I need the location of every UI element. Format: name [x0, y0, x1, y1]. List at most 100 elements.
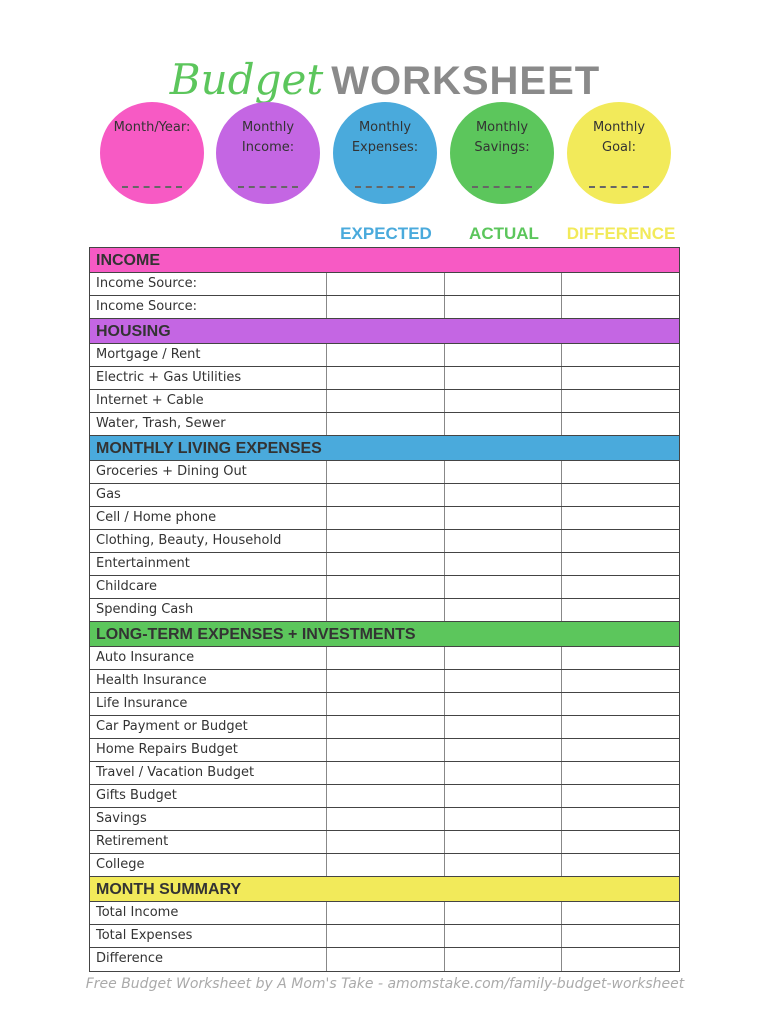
difference-cell[interactable] — [561, 296, 679, 318]
expected-cell[interactable] — [326, 762, 444, 784]
actual-cell[interactable] — [443, 390, 562, 412]
table-row: Cell / Home phone — [90, 507, 679, 530]
expected-cell[interactable] — [326, 507, 444, 529]
actual-cell[interactable] — [443, 716, 562, 738]
expected-cell[interactable] — [326, 925, 444, 947]
difference-cell[interactable] — [561, 762, 679, 784]
actual-cell[interactable] — [443, 273, 562, 295]
actual-cell[interactable] — [443, 831, 562, 853]
actual-cell[interactable] — [443, 484, 562, 506]
expected-cell[interactable] — [326, 716, 444, 738]
actual-cell[interactable] — [443, 367, 562, 389]
difference-cell[interactable] — [561, 831, 679, 853]
expected-cell[interactable] — [326, 461, 444, 483]
actual-cell[interactable] — [443, 948, 562, 971]
difference-cell[interactable] — [561, 739, 679, 761]
expected-cell[interactable] — [326, 785, 444, 807]
actual-cell[interactable] — [443, 507, 562, 529]
expected-cell[interactable] — [326, 854, 444, 876]
difference-cell[interactable] — [561, 670, 679, 692]
row-label: Internet + Cable — [96, 393, 204, 408]
actual-cell[interactable] — [443, 344, 562, 366]
column-header-difference: DIFFERENCE — [566, 224, 676, 243]
difference-cell[interactable] — [561, 599, 679, 621]
difference-cell[interactable] — [561, 785, 679, 807]
expected-cell[interactable] — [326, 296, 444, 318]
table-row: Electric + Gas Utilities — [90, 367, 679, 390]
actual-cell[interactable] — [443, 413, 562, 435]
fill-in-line[interactable] — [122, 186, 182, 188]
actual-cell[interactable] — [443, 785, 562, 807]
table-row: Internet + Cable — [90, 390, 679, 413]
expected-cell[interactable] — [326, 647, 444, 669]
expected-cell[interactable] — [326, 413, 444, 435]
expected-cell[interactable] — [326, 693, 444, 715]
fill-in-line[interactable] — [472, 186, 532, 188]
difference-cell[interactable] — [561, 530, 679, 552]
actual-cell[interactable] — [443, 808, 562, 830]
expected-cell[interactable] — [326, 530, 444, 552]
difference-cell[interactable] — [561, 808, 679, 830]
actual-cell[interactable] — [443, 739, 562, 761]
expected-cell[interactable] — [326, 273, 444, 295]
difference-cell[interactable] — [561, 507, 679, 529]
actual-cell[interactable] — [443, 599, 562, 621]
difference-cell[interactable] — [561, 925, 679, 947]
table-row: Clothing, Beauty, Household — [90, 530, 679, 553]
expected-cell[interactable] — [326, 670, 444, 692]
actual-cell[interactable] — [443, 647, 562, 669]
actual-cell[interactable] — [443, 296, 562, 318]
difference-cell[interactable] — [561, 693, 679, 715]
table-row: Health Insurance — [90, 670, 679, 693]
difference-cell[interactable] — [561, 553, 679, 575]
difference-cell[interactable] — [561, 576, 679, 598]
actual-cell[interactable] — [443, 902, 562, 924]
expected-cell[interactable] — [326, 390, 444, 412]
fill-in-line[interactable] — [355, 186, 415, 188]
difference-cell[interactable] — [561, 367, 679, 389]
difference-cell[interactable] — [561, 413, 679, 435]
fill-in-line[interactable] — [589, 186, 649, 188]
summary-circle: Monthly Expenses: — [333, 102, 437, 204]
expected-cell[interactable] — [326, 599, 444, 621]
table-row: Total Income — [90, 902, 679, 925]
section-header: INCOME — [90, 248, 679, 273]
difference-cell[interactable] — [561, 344, 679, 366]
table-row: Home Repairs Budget — [90, 739, 679, 762]
expected-cell[interactable] — [326, 553, 444, 575]
fill-in-line[interactable] — [238, 186, 298, 188]
expected-cell[interactable] — [326, 948, 444, 971]
row-label: Gas — [96, 487, 121, 502]
expected-cell[interactable] — [326, 831, 444, 853]
expected-cell[interactable] — [326, 484, 444, 506]
row-label: Retirement — [96, 834, 169, 849]
difference-cell[interactable] — [561, 390, 679, 412]
difference-cell[interactable] — [561, 484, 679, 506]
difference-cell[interactable] — [561, 273, 679, 295]
actual-cell[interactable] — [443, 553, 562, 575]
row-label: Income Source: — [96, 276, 197, 291]
expected-cell[interactable] — [326, 902, 444, 924]
actual-cell[interactable] — [443, 530, 562, 552]
actual-cell[interactable] — [443, 576, 562, 598]
difference-cell[interactable] — [561, 854, 679, 876]
row-label: Difference — [96, 951, 164, 966]
difference-cell[interactable] — [561, 716, 679, 738]
expected-cell[interactable] — [326, 344, 444, 366]
actual-cell[interactable] — [443, 670, 562, 692]
actual-cell[interactable] — [443, 693, 562, 715]
row-label: Groceries + Dining Out — [96, 464, 247, 479]
expected-cell[interactable] — [326, 367, 444, 389]
expected-cell[interactable] — [326, 808, 444, 830]
expected-cell[interactable] — [326, 576, 444, 598]
difference-cell[interactable] — [561, 948, 679, 971]
difference-cell[interactable] — [561, 902, 679, 924]
page-title: Budget WORKSHEET — [0, 55, 770, 104]
actual-cell[interactable] — [443, 854, 562, 876]
actual-cell[interactable] — [443, 461, 562, 483]
actual-cell[interactable] — [443, 762, 562, 784]
difference-cell[interactable] — [561, 647, 679, 669]
actual-cell[interactable] — [443, 925, 562, 947]
expected-cell[interactable] — [326, 739, 444, 761]
difference-cell[interactable] — [561, 461, 679, 483]
